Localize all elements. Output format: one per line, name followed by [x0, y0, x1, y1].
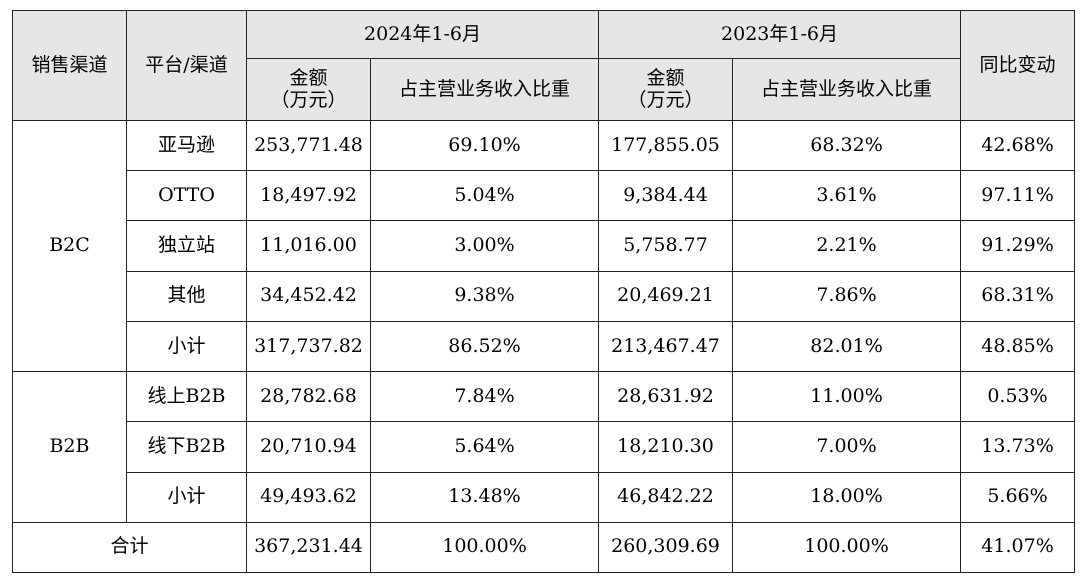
ratio-2023-cell: 7.00%: [732, 421, 962, 473]
ratio-2024-cell: 13.48%: [369, 471, 600, 523]
header-channel: 销售渠道: [12, 10, 127, 121]
yoy-cell: 68.31%: [960, 270, 1076, 322]
table-row: 线下B2B 20,710.94 5.64% 18,210.30 7.00% 13…: [13, 421, 1076, 473]
total-label: 合计: [12, 521, 247, 574]
ratio-2024-cell: 5.04%: [369, 170, 600, 222]
header-period-2024: 2024年1-6月: [245, 10, 600, 59]
header-ratio-2024: 占主营业务收入比重: [369, 58, 600, 121]
ratio-2023-cell: 3.61%: [732, 170, 962, 222]
amount-2023-cell: 260,309.69: [598, 521, 734, 574]
amount-2023-cell: 18,210.30: [598, 421, 734, 473]
ratio-2023-cell: 68.32%: [732, 119, 962, 172]
ratio-2024-cell: 69.10%: [369, 119, 600, 172]
platform-cell: OTTO: [126, 170, 247, 222]
header-platform: 平台/渠道: [126, 10, 247, 121]
yoy-cell: 41.07%: [960, 521, 1076, 574]
header-amount-label: 金额: [289, 66, 328, 89]
platform-cell: 线下B2B: [126, 421, 247, 473]
amount-2024-cell: 34,452.42: [246, 270, 371, 322]
amount-2024-cell: 317,737.82: [246, 320, 371, 373]
total-row: 合计 367,231.44 100.00% 260,309.69 100.00%…: [12, 521, 1076, 574]
amount-2023-cell: 213,467.47: [598, 320, 734, 373]
yoy-cell: 5.66%: [960, 471, 1076, 523]
header-amount-unit: （万元）: [627, 88, 704, 111]
amount-2024-cell: 11,016.00: [246, 220, 371, 272]
yoy-cell: 0.53%: [960, 371, 1076, 423]
platform-cell: 线上B2B: [126, 371, 247, 423]
ratio-2024-cell: 7.84%: [369, 371, 600, 423]
table-row: B2C 亚马逊 253,771.48 69.10% 177,855.05 68.…: [12, 119, 1076, 373]
amount-2024-cell: 18,497.92: [246, 170, 371, 222]
ratio-2023-cell: 82.01%: [732, 320, 962, 373]
table-row: OTTO 18,497.92 5.04% 9,384.44 3.61% 97.1…: [13, 170, 1076, 222]
ratio-2023-cell: 2.21%: [732, 220, 962, 272]
yoy-cell: 42.68%: [960, 119, 1076, 172]
amount-2024-cell: 253,771.48: [246, 119, 371, 172]
yoy-cell: 48.85%: [960, 320, 1076, 373]
table-row: 小计 317,737.82 86.52% 213,467.47 82.01% 4…: [13, 320, 1076, 373]
table-row: 其他 34,452.42 9.38% 20,469.21 7.86% 68.31…: [13, 270, 1076, 322]
amount-2023-cell: 5,758.77: [598, 220, 734, 272]
amount-2024-cell: 49,493.62: [246, 471, 371, 523]
revenue-channel-table: 销售渠道 平台/渠道 2024年1-6月 2023年1-6月 同比变动 金额 （…: [12, 10, 1076, 574]
ratio-2023-cell: 18.00%: [732, 471, 962, 523]
header-amount-2024: 金额 （万元）: [246, 58, 371, 121]
ratio-2023-cell: 11.00%: [732, 371, 962, 423]
yoy-cell: 91.29%: [960, 220, 1076, 272]
table-row: 独立站 11,016.00 3.00% 5,758.77 2.21% 91.29…: [13, 220, 1076, 272]
amount-2024-cell: 28,782.68: [246, 371, 371, 423]
header-period-2023: 2023年1-6月: [598, 10, 962, 59]
header-ratio-2023: 占主营业务收入比重: [732, 58, 962, 121]
amount-2023-cell: 20,469.21: [598, 270, 734, 322]
amount-2023-cell: 46,842.22: [598, 471, 734, 523]
group-name-b2c: B2C: [12, 119, 127, 373]
amount-2023-cell: 177,855.05: [598, 119, 734, 172]
ratio-2024-cell: 9.38%: [369, 270, 600, 322]
ratio-2023-cell: 100.00%: [732, 521, 962, 574]
yoy-cell: 13.73%: [960, 421, 1076, 473]
ratio-2024-cell: 86.52%: [369, 320, 600, 373]
ratio-2024-cell: 5.64%: [369, 421, 600, 473]
ratio-2024-cell: 100.00%: [369, 521, 600, 574]
platform-cell: 小计: [126, 471, 247, 523]
table-row: B2B 线上B2B 28,782.68 7.84% 28,631.92 11.0…: [12, 371, 1076, 523]
amount-2023-cell: 9,384.44: [598, 170, 734, 222]
table-row: 小计 49,493.62 13.48% 46,842.22 18.00% 5.6…: [13, 471, 1076, 523]
amount-2023-cell: 28,631.92: [598, 371, 734, 423]
header-amount-2023: 金额 （万元）: [598, 58, 734, 121]
header-amount-label: 金额: [646, 66, 685, 89]
platform-cell: 亚马逊: [126, 119, 247, 172]
header-yoy: 同比变动: [960, 10, 1076, 121]
amount-2024-cell: 367,231.44: [246, 521, 371, 574]
header-amount-unit: （万元）: [270, 88, 347, 111]
ratio-2024-cell: 3.00%: [369, 220, 600, 272]
amount-2024-cell: 20,710.94: [246, 421, 371, 473]
platform-cell: 独立站: [126, 220, 247, 272]
ratio-2023-cell: 7.86%: [732, 270, 962, 322]
yoy-cell: 97.11%: [960, 170, 1076, 222]
group-name-b2b: B2B: [12, 371, 127, 523]
platform-cell: 小计: [126, 320, 247, 373]
platform-cell: 其他: [126, 270, 247, 322]
